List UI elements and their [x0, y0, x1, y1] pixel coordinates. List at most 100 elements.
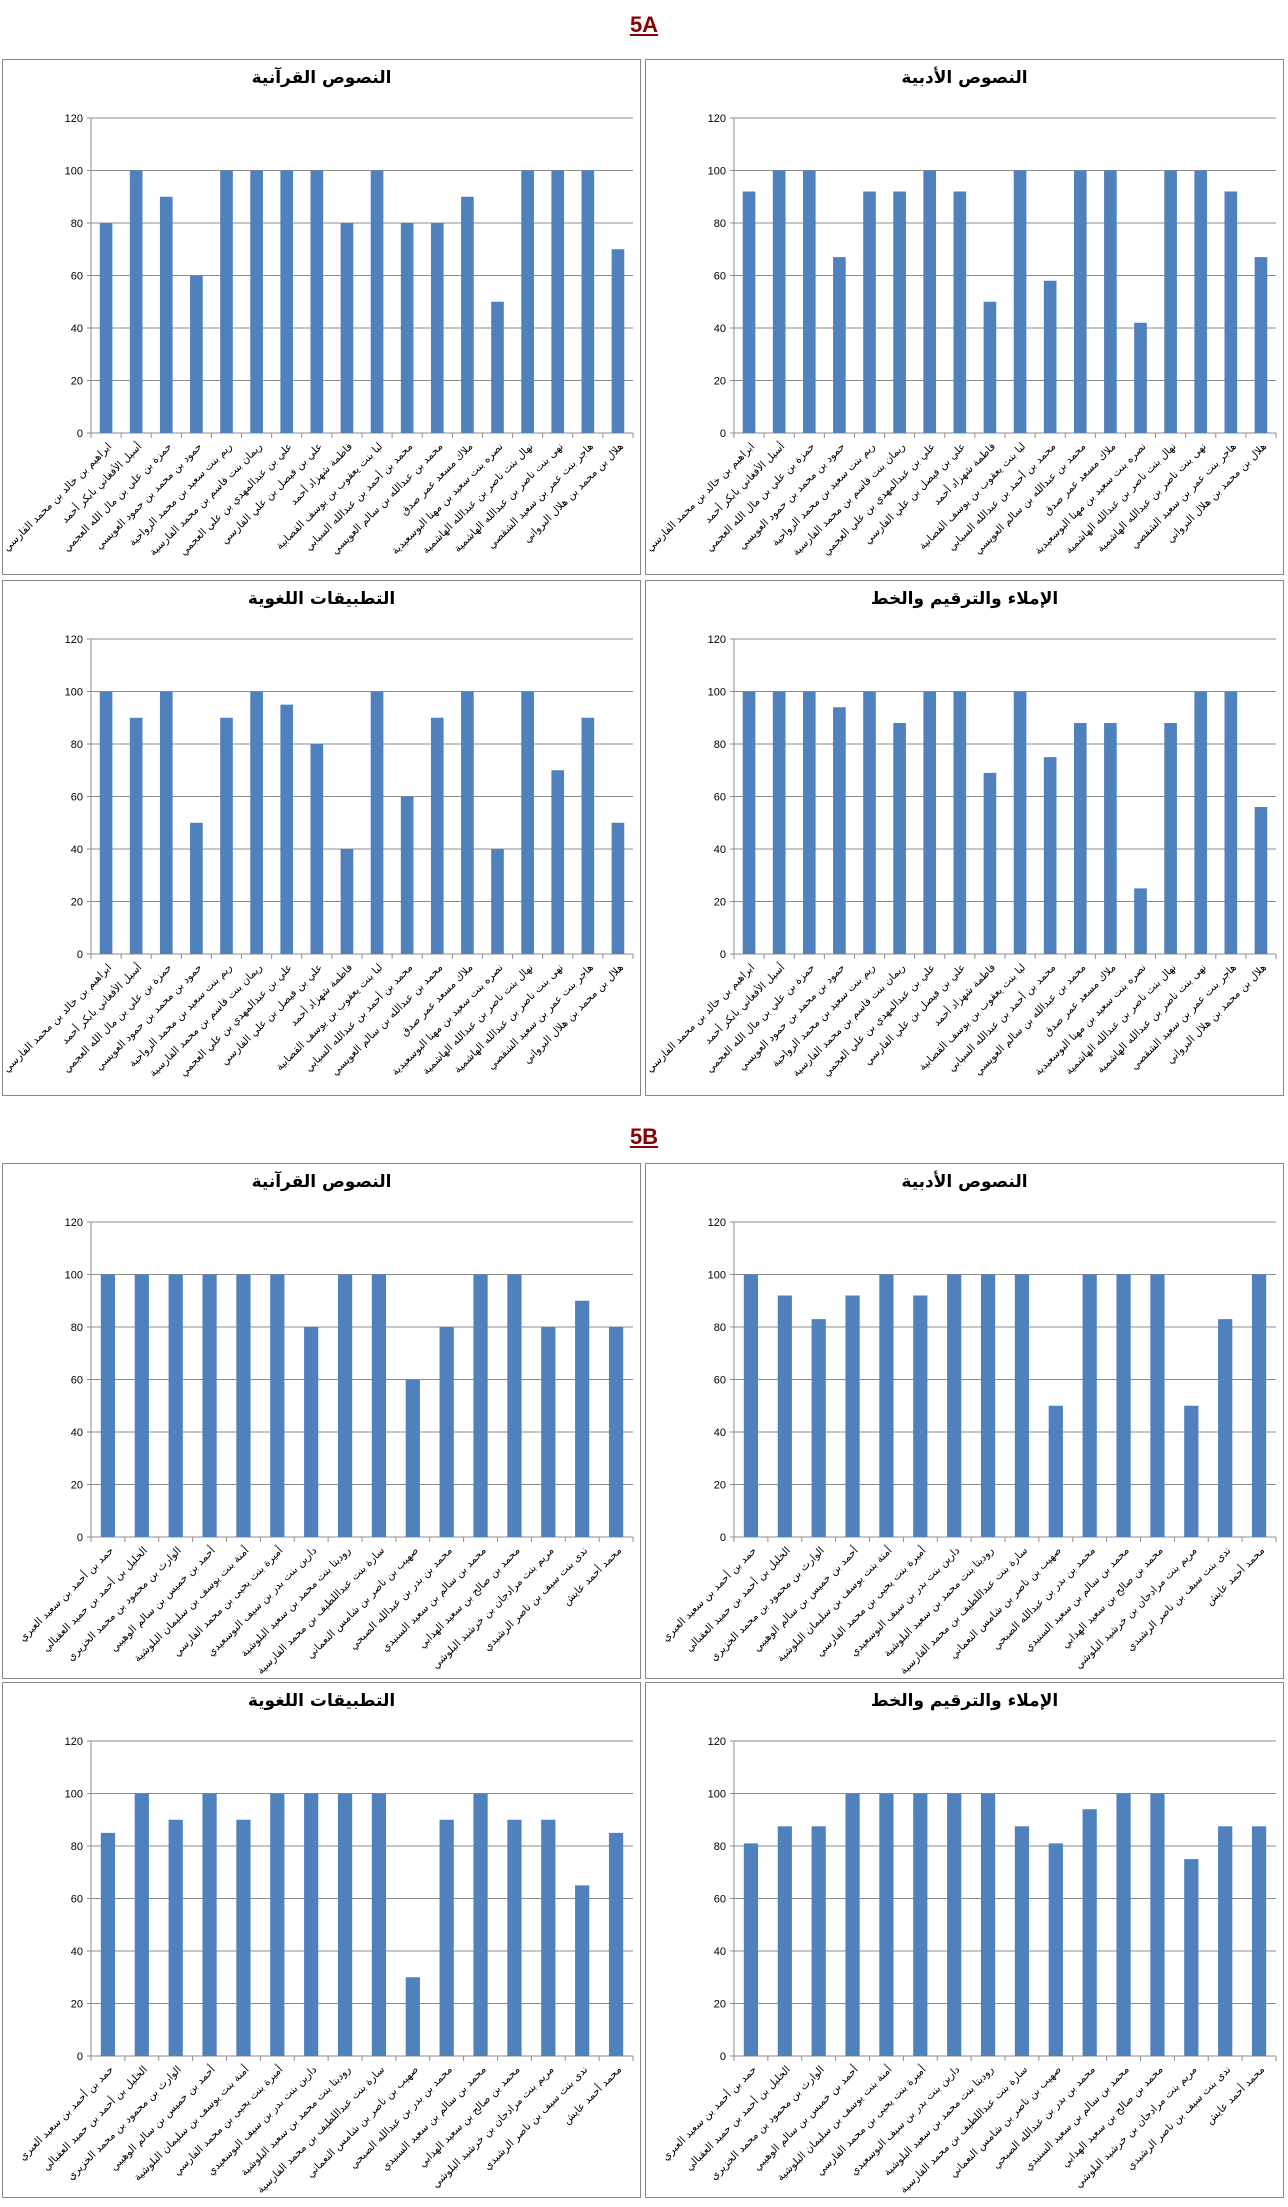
y-tick-label: 80 [71, 218, 83, 230]
bar [507, 1274, 522, 1537]
y-tick-label: 0 [77, 949, 83, 961]
y-tick-label: 20 [71, 1999, 83, 2011]
bar [893, 191, 906, 433]
bar [879, 1274, 894, 1537]
y-tick-label: 120 [65, 113, 83, 125]
x-tick-label: نهال بنت ناصر بن عبدالله الهاشمية [1063, 962, 1179, 1078]
y-tick-label: 80 [71, 739, 83, 751]
bar [304, 1793, 319, 2056]
bar [1251, 1274, 1267, 1537]
bar [405, 1977, 420, 2056]
bar [337, 1793, 353, 2056]
section-label-5b: 5B [629, 1124, 659, 1149]
bar [947, 1274, 962, 1537]
bar [1254, 257, 1268, 433]
bar [608, 1327, 624, 1537]
y-tick-label: 0 [77, 428, 83, 440]
chart-title: الإملاء والترقيم والخط [870, 589, 1059, 609]
bar [1134, 888, 1147, 954]
y-tick-label: 120 [708, 1217, 726, 1229]
y-tick-label: 40 [71, 1427, 83, 1439]
bar [99, 223, 113, 433]
bar [863, 191, 876, 433]
y-tick-label: 120 [708, 634, 726, 646]
y-tick-label: 60 [714, 271, 726, 283]
chart-title: التطبيقات اللغوية [247, 1691, 396, 1711]
y-tick-label: 60 [714, 792, 726, 804]
bar [1116, 1793, 1131, 2056]
bar-chart: 0 20 40 60 80 100 120 ابراهيم بن خالد بن محمد ا… [646, 113, 1277, 558]
x-tick-label: سارة بنت عبداللطيف بن محمد الفارسية [255, 2064, 387, 2196]
y-tick-label: 20 [71, 1480, 83, 1492]
x-tick-label: ابراهيم بن خالد بن محمد الفارسي [3, 441, 114, 554]
bar [581, 717, 595, 954]
bar [1224, 691, 1238, 954]
bar [863, 691, 876, 954]
y-tick-label: 80 [714, 739, 726, 751]
y-tick-label: 100 [708, 1270, 726, 1282]
bar [551, 770, 565, 954]
y-tick-label: 80 [714, 1322, 726, 1334]
y-tick-label: 0 [720, 428, 726, 440]
bar-chart: 0 20 40 60 80 100 120 ابراهيم بن خالد بن محمد ا… [646, 634, 1277, 1079]
y-tick-label: 20 [714, 376, 726, 388]
bar [473, 1274, 488, 1537]
y-tick-label: 120 [708, 113, 726, 125]
x-tick-label: مريم بنت مرادجان بن خرشيد البلوشي [1073, 1545, 1200, 1672]
bar [1104, 170, 1117, 433]
bar [1116, 1274, 1131, 1537]
bar [1194, 691, 1208, 954]
bar [100, 1832, 116, 2056]
bar [270, 1793, 285, 2056]
x-tick-label: ابراهيم بن خالد بن محمد الفارسي [646, 962, 757, 1075]
y-tick-label: 40 [71, 323, 83, 335]
y-tick-label: 60 [71, 1375, 83, 1387]
bar [400, 796, 414, 954]
x-tick-label: نهال بنت ناصر بن عبدالله الهاشمية [1063, 441, 1179, 557]
y-tick-label: 40 [714, 1427, 726, 1439]
bar [1104, 723, 1117, 954]
x-tick-label: محمد أحمد عايش [1203, 2062, 1268, 2127]
bar [1073, 170, 1087, 433]
bar [134, 1793, 149, 2056]
y-tick-label: 40 [714, 323, 726, 335]
bar [1048, 1405, 1063, 1537]
bar [1082, 1809, 1097, 2056]
bar [159, 691, 173, 954]
bar [772, 691, 786, 954]
chart-panel: 0 20 40 60 80 100 120 حمد بن أحمد بن سعيد العبر… [2, 1163, 641, 1679]
bar [439, 1327, 454, 1537]
bar [340, 223, 354, 433]
y-tick-label: 100 [708, 687, 726, 699]
chart-panel: 0 20 40 60 80 100 120 ابراهيم بن خالد بن محمد ا… [645, 59, 1284, 575]
y-tick-label: 0 [77, 1532, 83, 1544]
bar [134, 1274, 149, 1537]
y-tick-label: 100 [65, 166, 83, 178]
bar [1251, 1826, 1267, 2056]
bar [202, 1793, 217, 2056]
bar [168, 1274, 183, 1537]
bar [304, 1327, 319, 1537]
bar [521, 170, 534, 433]
chart-title: النصوص الأدبية [901, 68, 1028, 88]
x-tick-label: سارة بنت عبداللطيف بن محمد الفارسية [898, 2064, 1030, 2196]
bar [947, 1793, 962, 2056]
bar [250, 170, 263, 433]
bar [491, 301, 504, 433]
y-tick-label: 100 [65, 1270, 83, 1282]
bar [280, 704, 294, 954]
bar [611, 822, 625, 954]
bar [1043, 280, 1057, 433]
y-tick-label: 20 [71, 897, 83, 909]
bar [541, 1819, 556, 2056]
bar [743, 1843, 759, 2056]
y-tick-label: 40 [714, 844, 726, 856]
y-tick-label: 120 [65, 1736, 83, 1748]
bar [811, 1319, 826, 1537]
x-tick-label: محمد أحمد عايش [560, 2062, 625, 2127]
bar [1164, 170, 1177, 433]
bar [913, 1793, 928, 2056]
